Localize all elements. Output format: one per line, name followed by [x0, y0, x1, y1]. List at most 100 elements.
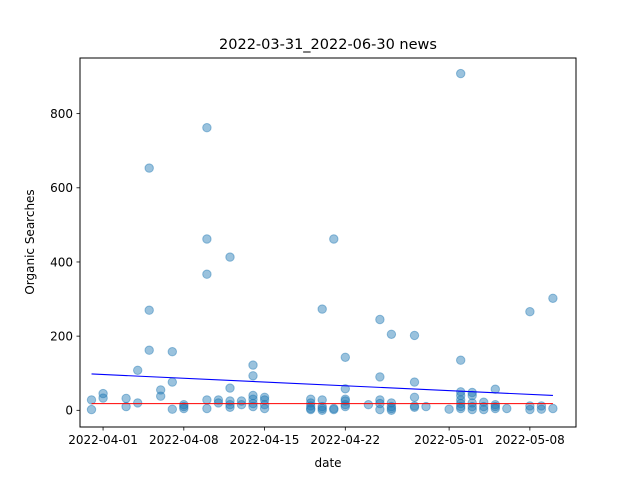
data-point [121, 393, 131, 404]
data-point [329, 404, 339, 415]
data-point [179, 403, 189, 414]
data-point [202, 403, 212, 414]
data-point [98, 388, 108, 399]
data-point [202, 269, 212, 279]
x-tick-label: 2022-04-08 [149, 433, 219, 447]
data-point [317, 401, 327, 412]
data-point [490, 384, 500, 394]
y-tick-label: 800 [50, 107, 73, 121]
data-point [86, 395, 97, 405]
data-point [490, 401, 500, 412]
data-point [306, 404, 316, 415]
data-point [259, 403, 270, 414]
data-point [479, 404, 489, 415]
data-point [248, 401, 258, 412]
x-tick-label: 2022-04-01 [68, 433, 138, 447]
data-point [317, 403, 327, 414]
data-point [409, 330, 420, 341]
data-point [375, 372, 385, 382]
chart-title: 2022-03-31_2022-06-30 news [219, 37, 437, 53]
data-point [340, 352, 350, 362]
data-point [467, 401, 477, 412]
data-point [386, 405, 397, 415]
data-point [225, 252, 235, 262]
data-point [490, 403, 500, 414]
data-point [467, 404, 477, 415]
data-point [202, 395, 212, 405]
data-point [259, 392, 270, 402]
data-point [456, 68, 466, 79]
data-point [340, 401, 350, 412]
data-point [306, 398, 316, 408]
data-point [167, 404, 178, 414]
trend-line [91, 373, 553, 397]
data-point [340, 400, 350, 410]
data-point [86, 404, 97, 415]
data-point [248, 360, 258, 370]
x-tick-label: 2022-04-15 [230, 433, 300, 447]
data-point [502, 403, 512, 414]
data-point [259, 400, 270, 410]
y-tick-label: 0 [65, 404, 73, 418]
x-tick-label: 2022-04-22 [310, 433, 380, 447]
data-point [329, 234, 339, 244]
data-point [536, 404, 547, 414]
x-tick-label: 2022-05-08 [495, 433, 565, 447]
data-point [133, 398, 143, 408]
data-point [167, 347, 178, 357]
data-point [156, 385, 166, 395]
data-point [179, 401, 189, 412]
data-point [213, 398, 224, 408]
y-axis-ticks: 0 200 400 600 800 [50, 107, 80, 418]
data-point [456, 355, 466, 365]
x-axis-ticks: 2022-04-01 2022-04-08 2022-04-15 2022-04-22… [68, 427, 565, 447]
fit-lines [91, 373, 553, 405]
data-point [375, 314, 385, 325]
data-point [144, 305, 154, 315]
x-axis-label: date [314, 456, 341, 470]
data-point [248, 371, 258, 381]
data-point [525, 404, 535, 415]
plot-area-frame [79, 57, 577, 428]
y-tick-label: 400 [50, 255, 73, 269]
data-point [525, 307, 535, 317]
y-tick-label: 200 [50, 329, 73, 343]
data-point [409, 392, 420, 402]
data-point [479, 401, 489, 412]
data-point [363, 400, 374, 410]
data-point [386, 398, 397, 408]
data-point [456, 403, 466, 414]
data-point [317, 405, 327, 415]
data-point [479, 397, 489, 407]
data-point [386, 403, 397, 414]
data-point [375, 404, 385, 415]
data-point [409, 377, 420, 387]
data-point [490, 400, 500, 410]
y-tick-label: 600 [50, 181, 73, 195]
data-point [409, 402, 420, 412]
data-point [386, 401, 397, 412]
data-point [202, 123, 212, 133]
data-point [548, 293, 558, 303]
data-point [329, 403, 339, 414]
data-point [306, 403, 316, 414]
y-axis-label: Organic Searches [23, 189, 37, 294]
data-point [133, 365, 143, 375]
data-point [225, 400, 235, 410]
data-point [202, 234, 212, 244]
data-point [317, 304, 327, 314]
data-point [456, 401, 466, 412]
data-point [386, 329, 397, 339]
data-point [98, 393, 108, 403]
data-point [548, 403, 558, 414]
data-point [467, 387, 477, 398]
data-point [340, 384, 350, 394]
data-point [156, 391, 166, 401]
data-point [236, 400, 247, 410]
data-point [467, 398, 477, 408]
data-point [179, 400, 189, 410]
data-point [444, 404, 454, 414]
data-point [225, 383, 235, 393]
